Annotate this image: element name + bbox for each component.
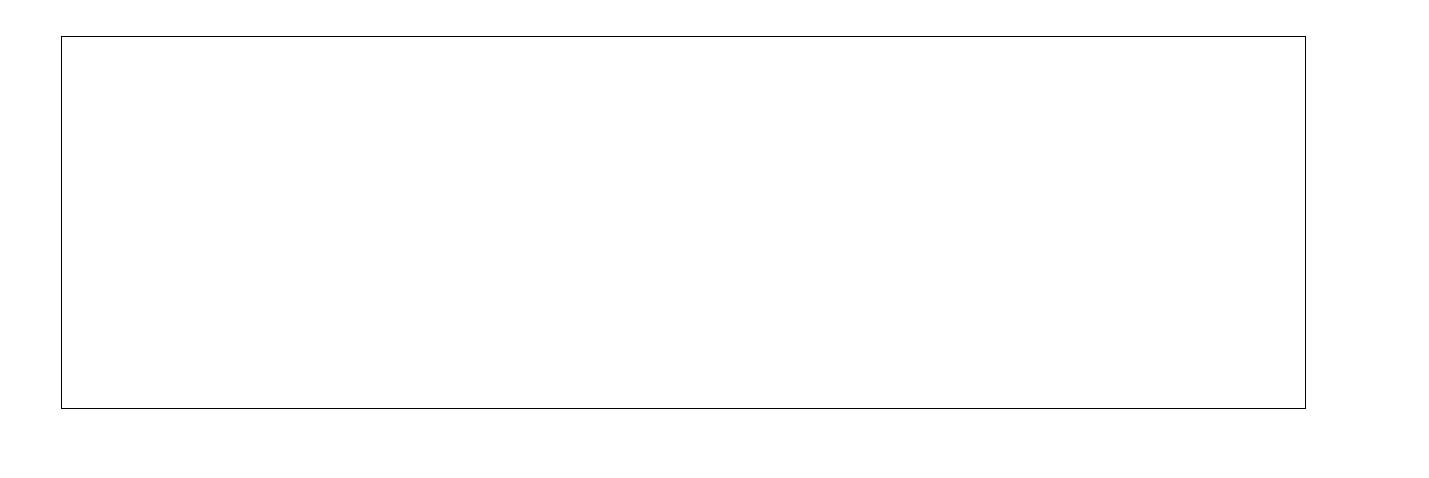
contour-plot-canvas	[61, 36, 1305, 408]
colorbar-canvas	[1330, 39, 1354, 411]
plot-area	[60, 35, 1306, 409]
